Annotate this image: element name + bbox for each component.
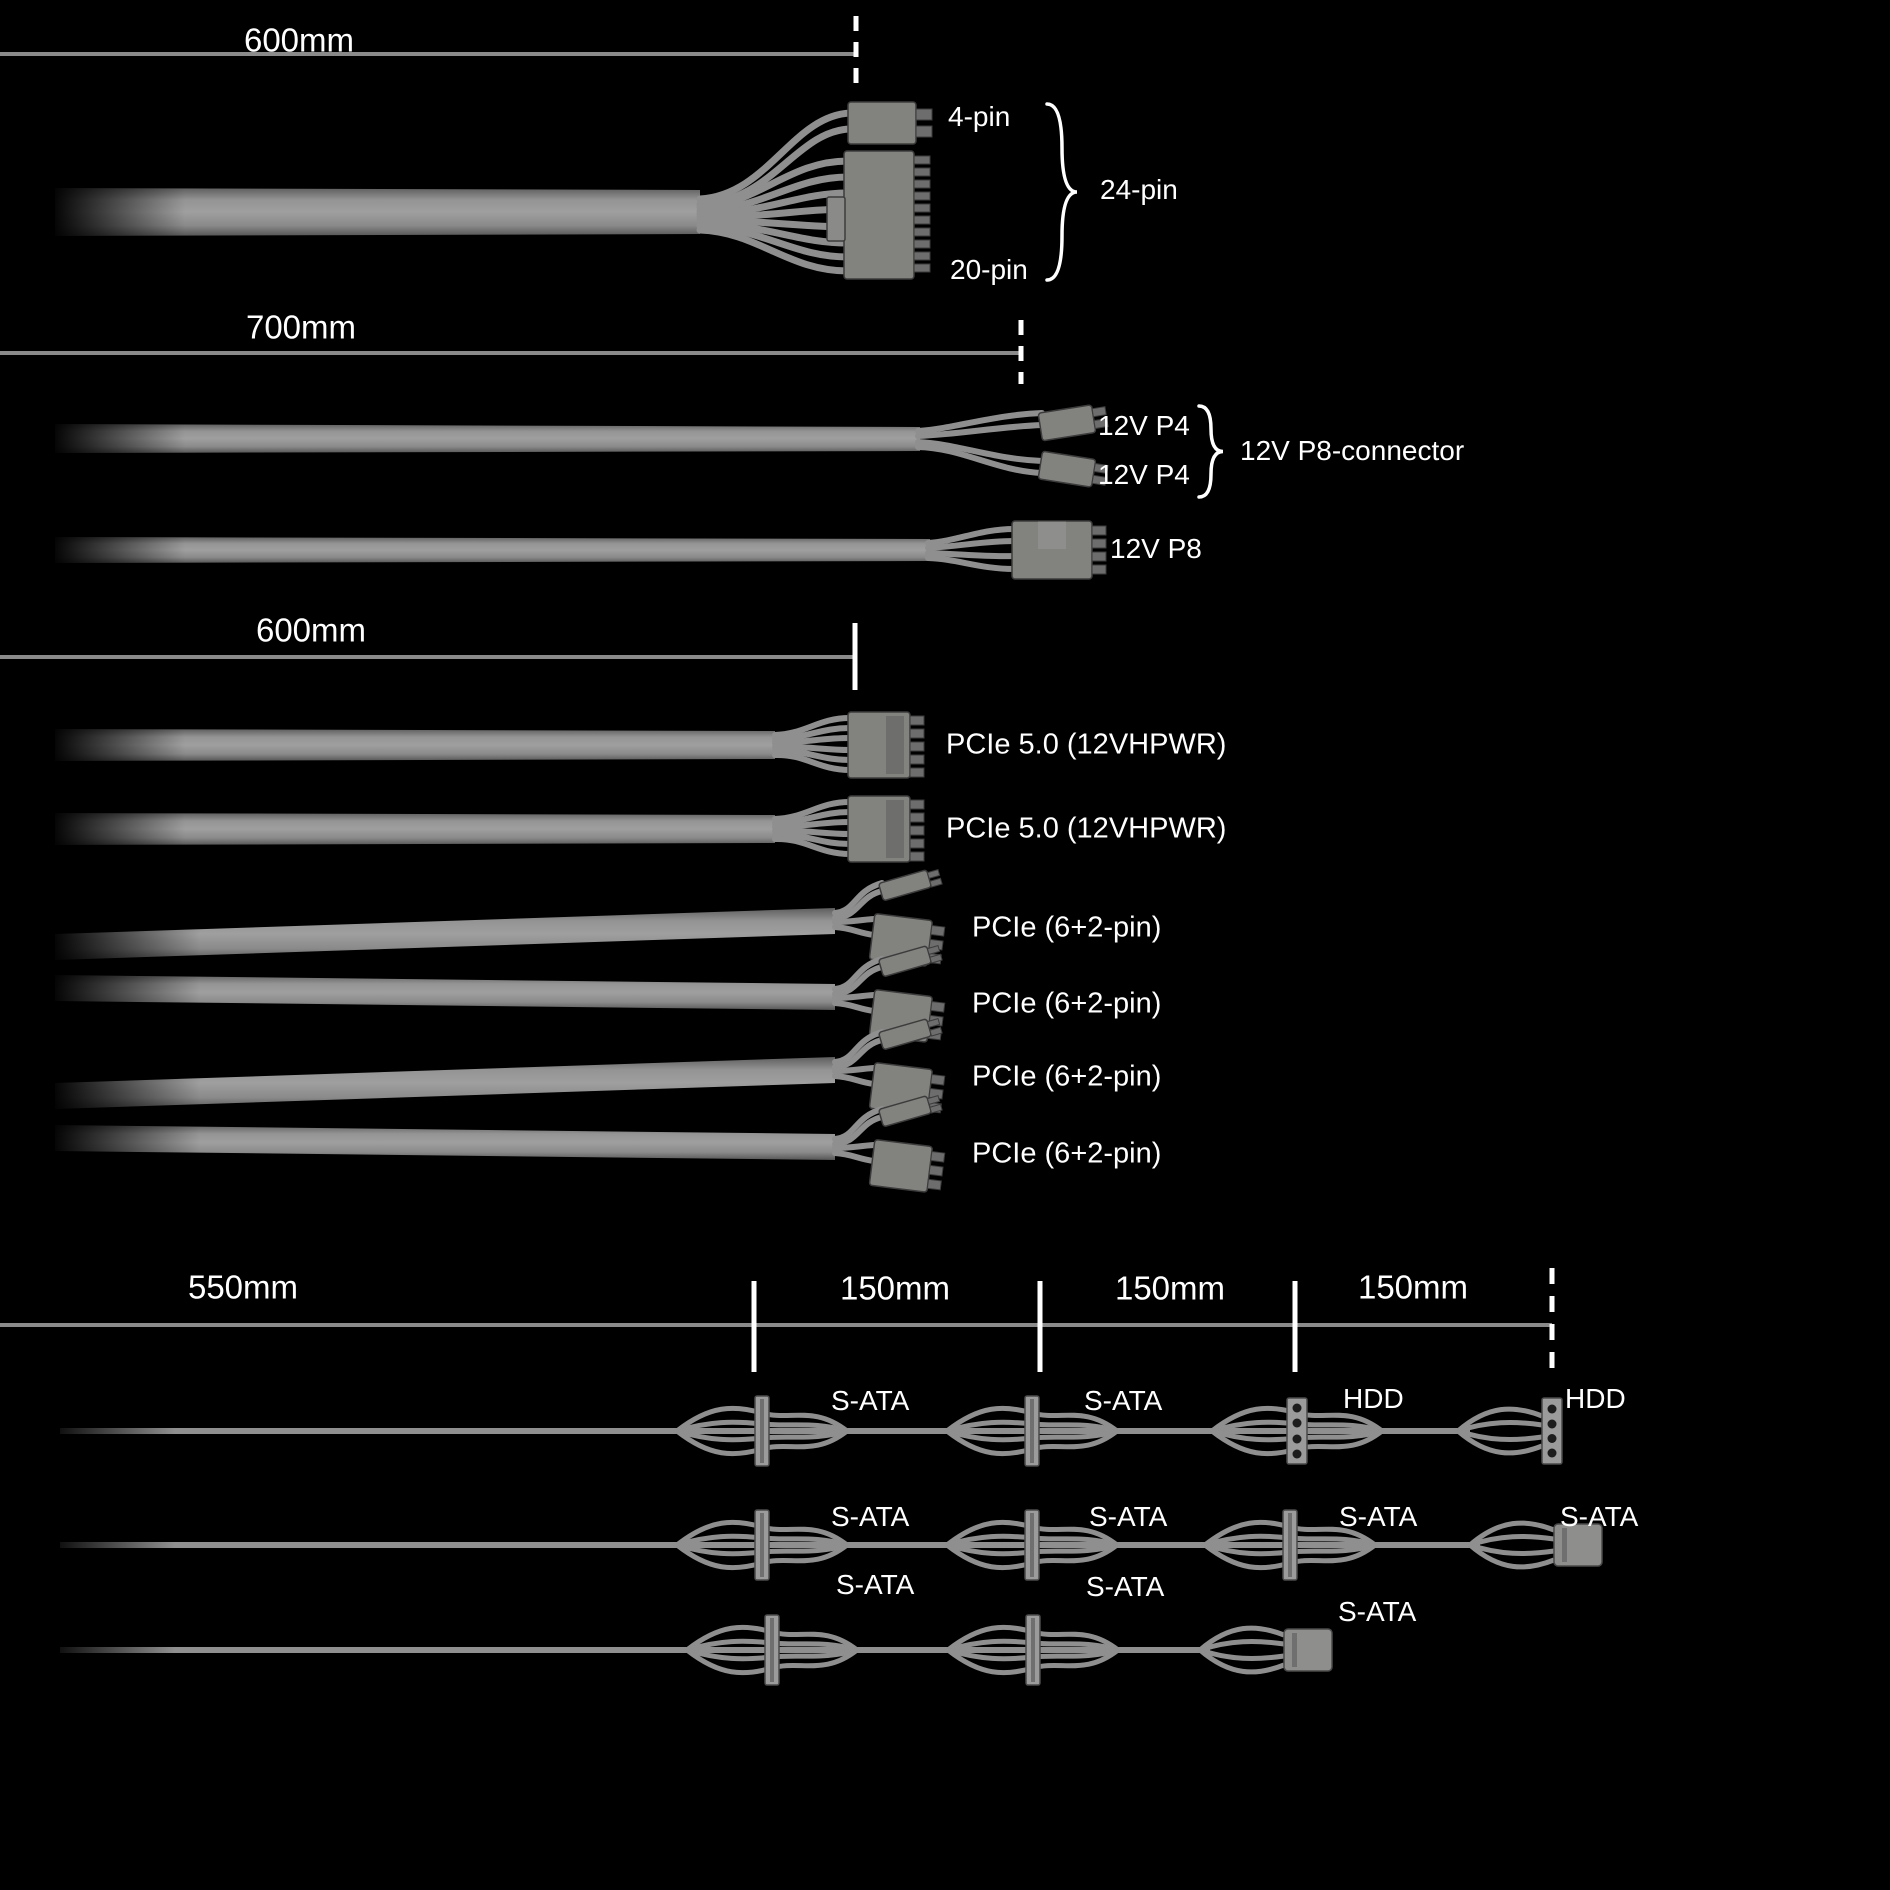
pcie62-cable-4 bbox=[50, 1094, 946, 1193]
sata-measurement-150-label-2: 150mm bbox=[1114, 1269, 1226, 1307]
pcie5-connector-1 bbox=[847, 711, 925, 779]
pcie5-connector-2 bbox=[847, 795, 925, 863]
chain3-sata-label-3: S-ATA bbox=[1338, 1596, 1417, 1627]
pcie62-label-2: PCIe (6+2-pin) bbox=[972, 987, 1162, 1020]
pcie62-label-3: PCIe (6+2-pin) bbox=[972, 1060, 1162, 1093]
cpu-p4-top-label: 12V P4 bbox=[1098, 410, 1190, 441]
cpu-p4p4-cable bbox=[50, 404, 1109, 488]
sata-measurement-150-label-3: 150mm bbox=[1357, 1268, 1469, 1306]
chain1-hdd-label-2: HDD bbox=[1565, 1383, 1626, 1414]
chain2-sata-label-2: S-ATA bbox=[1089, 1501, 1168, 1532]
sata-measurement-550-label: 550mm bbox=[187, 1268, 299, 1306]
cpu-p4-connector-top bbox=[1037, 404, 1109, 442]
cpu-measurement-label: 700mm bbox=[245, 308, 357, 346]
sata-measurement-line bbox=[0, 1268, 1555, 1375]
chain1-sata-label-2: S-ATA bbox=[1084, 1385, 1163, 1416]
pcie62-6pin-connector-4 bbox=[868, 1139, 946, 1193]
sata-chain-2 bbox=[45, 1509, 1602, 1581]
pcie62-cable-3 bbox=[50, 1017, 946, 1116]
atx-measurement-line bbox=[0, 16, 859, 84]
cpu-p4-bottom-label: 12V P4 bbox=[1098, 459, 1190, 490]
pcie-measurement-line bbox=[0, 623, 858, 690]
cpu-p8-brace bbox=[1197, 404, 1224, 499]
pcie62-cable-1 bbox=[50, 868, 946, 967]
chain2-sata-label-1: S-ATA bbox=[831, 1501, 910, 1532]
cpu-p8-group-label: 12V P8-connector bbox=[1240, 435, 1465, 466]
atx-measurement-label: 600mm bbox=[243, 21, 355, 59]
chain1-hdd-label-1: HDD bbox=[1343, 1383, 1404, 1414]
pcie62-cable-2 bbox=[50, 944, 946, 1043]
chain2-sata-label-4: S-ATA bbox=[1560, 1501, 1639, 1532]
cpu-p4-connector-bottom bbox=[1037, 450, 1109, 488]
pcie62-2pin-connector-1 bbox=[878, 868, 943, 901]
atx-4pin-connector bbox=[847, 101, 933, 145]
sata-end-connector bbox=[1200, 1628, 1332, 1672]
sata-measurement-150-label-1: 150mm bbox=[839, 1269, 951, 1307]
pcie5-label-1: PCIe 5.0 (12VHPWR) bbox=[946, 728, 1227, 761]
chain3-sata-label-2: S-ATA bbox=[1086, 1571, 1165, 1602]
pcie62-label-1: PCIe (6+2-pin) bbox=[972, 911, 1162, 944]
pcie62-label-4: PCIe (6+2-pin) bbox=[972, 1137, 1162, 1170]
hdd-molex-end-connector bbox=[1458, 1398, 1562, 1464]
cpu-p8-label: 12V P8 bbox=[1110, 533, 1202, 564]
sata-chain-1 bbox=[45, 1395, 1562, 1467]
chain2-sata-label-3: S-ATA bbox=[1339, 1501, 1418, 1532]
cpu-measurement-line bbox=[0, 320, 1024, 384]
pcie62-2pin-connector-4 bbox=[878, 1094, 943, 1127]
atx-cable bbox=[50, 101, 933, 280]
pcie5-label-2: PCIe 5.0 (12VHPWR) bbox=[946, 812, 1227, 845]
cpu-p8-connector bbox=[1011, 520, 1107, 580]
atx-20pin-label: 20-pin bbox=[950, 254, 1028, 285]
atx-24pin-brace bbox=[1045, 102, 1078, 282]
sata-chain-3 bbox=[45, 1614, 1332, 1686]
pcie62-2pin-connector-3 bbox=[878, 1017, 943, 1050]
atx-24pin-label: 24-pin bbox=[1100, 174, 1178, 205]
chain3-sata-label-1: S-ATA bbox=[836, 1569, 915, 1600]
pcie5-cable-2 bbox=[50, 795, 925, 863]
atx-20pin-connector bbox=[826, 150, 931, 280]
pcie62-2pin-connector-2 bbox=[878, 944, 943, 977]
chain1-sata-label-1: S-ATA bbox=[831, 1385, 910, 1416]
pcie5-cable-1 bbox=[50, 711, 925, 779]
cpu-p8-cable bbox=[50, 520, 1107, 580]
pcie-measurement-label: 600mm bbox=[255, 611, 367, 649]
atx-4pin-label: 4-pin bbox=[948, 101, 1011, 132]
